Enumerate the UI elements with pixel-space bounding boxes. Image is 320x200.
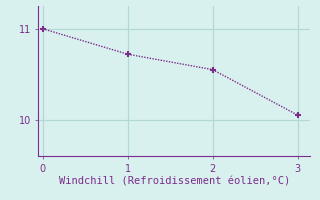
X-axis label: Windchill (Refroidissement éolien,°C): Windchill (Refroidissement éolien,°C) (59, 176, 290, 186)
